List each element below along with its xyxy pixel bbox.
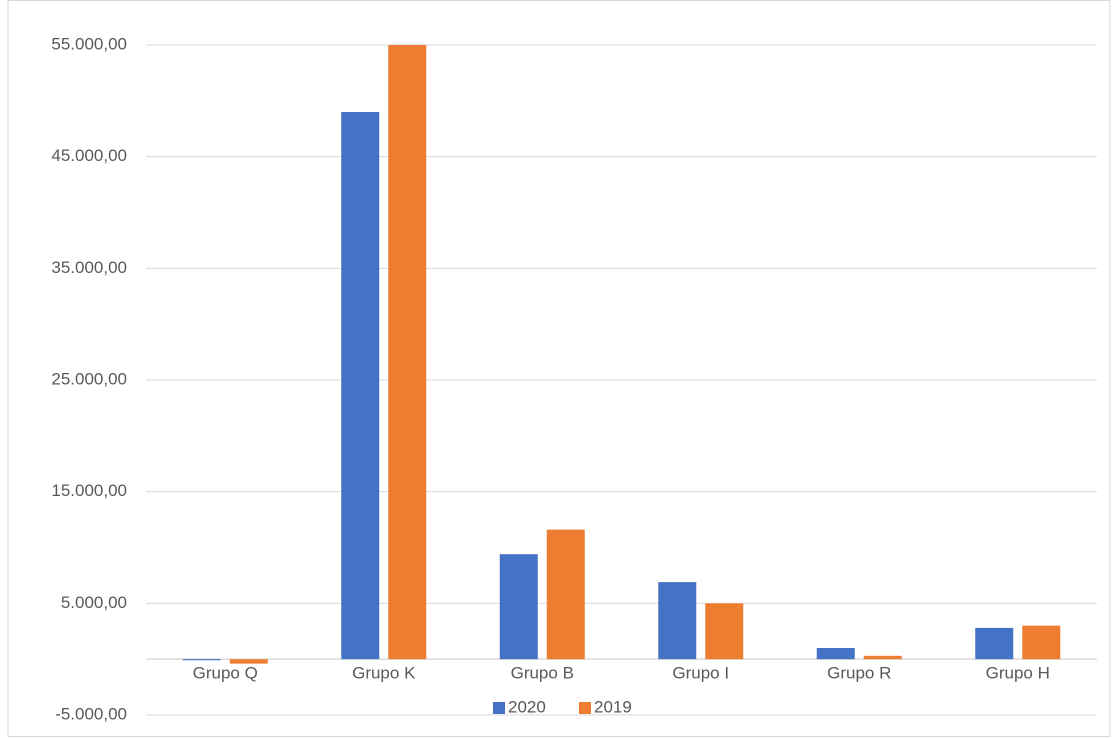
legend-label: 2019 — [594, 697, 632, 716]
bar — [816, 648, 855, 660]
bar — [229, 659, 268, 664]
legend-label: 2020 — [508, 697, 546, 716]
legend-swatch — [493, 702, 505, 714]
x-tick-label: Grupo K — [352, 664, 416, 683]
bar — [341, 112, 380, 660]
y-tick-label: 55.000,00 — [51, 34, 127, 53]
x-tick-label: Grupo R — [827, 664, 891, 683]
x-tick-label: Grupo I — [672, 664, 729, 683]
x-tick-label: Grupo B — [511, 664, 574, 683]
bar — [975, 627, 1014, 660]
bar — [182, 659, 221, 661]
y-tick-label: 35.000,00 — [51, 258, 127, 277]
y-tick-label: 25.000,00 — [51, 369, 127, 388]
x-tick-label: Grupo Q — [193, 664, 258, 683]
bar — [705, 603, 744, 660]
bar — [658, 582, 697, 660]
legend-swatch — [579, 702, 591, 714]
y-tick-label: -5.000,00 — [55, 704, 127, 723]
bar — [499, 554, 538, 660]
bar — [1022, 625, 1061, 660]
bar — [863, 655, 902, 660]
y-tick-label: 5.000,00 — [61, 593, 127, 612]
x-tick-label: Grupo H — [986, 664, 1050, 683]
y-tick-label: 45.000,00 — [51, 146, 127, 165]
bar — [546, 529, 585, 660]
y-tick-label: 15.000,00 — [51, 481, 127, 500]
bar — [388, 45, 427, 660]
